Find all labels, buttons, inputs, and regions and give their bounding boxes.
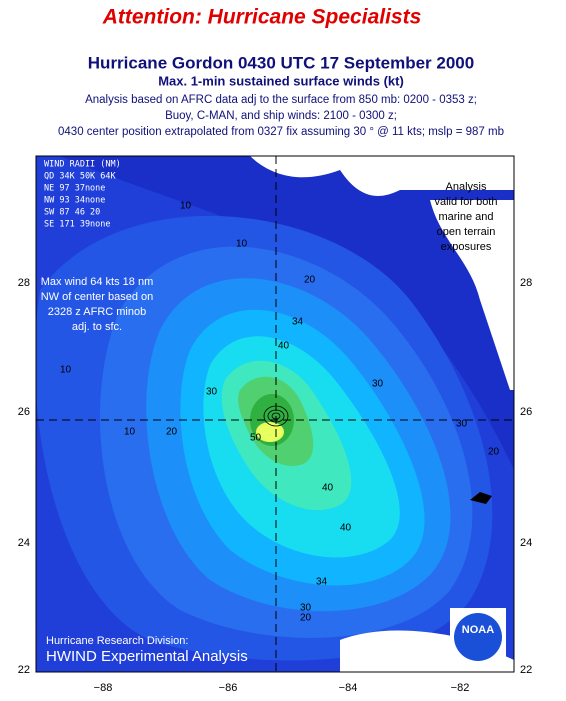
- annotation: 2328 z AFRC minob: [48, 306, 146, 318]
- contour-label: 40: [322, 483, 334, 494]
- contour-label: 10: [180, 201, 192, 212]
- radii-row: NE 97 37none: [44, 184, 105, 194]
- annotation: Analysis: [446, 181, 487, 193]
- contour-label: 30: [456, 419, 468, 430]
- lat-tick-label: 24: [520, 537, 532, 549]
- lon-tick-label: −82: [451, 682, 470, 694]
- lat-tick-label: 26: [520, 406, 532, 418]
- lat-tick-label: 28: [18, 277, 30, 289]
- annotation: exposures: [441, 241, 492, 253]
- lat-tick-label: 26: [18, 406, 30, 418]
- contour-label: 50: [250, 433, 262, 444]
- contour-label: 10: [236, 239, 248, 250]
- lat-tick-label: 22: [18, 664, 30, 676]
- axes: −88 −86 −84 −82 22 24 26 28 22 24 26 28: [18, 277, 533, 694]
- radii-row: SW 87 46 20: [44, 208, 100, 218]
- lat-tick-label: 24: [18, 537, 30, 549]
- annotation: NW of center based on: [41, 291, 154, 303]
- radii-row: NW 93 34none: [44, 196, 105, 206]
- lat-tick-label: 22: [520, 664, 532, 676]
- radii-title: WIND RADII (NM): [44, 160, 121, 170]
- contour-label: 20: [166, 427, 178, 438]
- map: NOAA: [36, 156, 514, 672]
- lat-tick-label: 28: [520, 277, 532, 289]
- product: HWIND Experimental Analysis: [46, 648, 248, 665]
- subtitle: Max. 1-min sustained surface winds (kt): [158, 73, 404, 88]
- annotation: valid for both: [435, 196, 498, 208]
- annotation: marine and: [438, 211, 493, 223]
- contour-label: 40: [340, 523, 352, 534]
- contour-label: 30: [206, 387, 218, 398]
- annotation: adj. to sfc.: [72, 321, 122, 333]
- lon-tick-label: −86: [219, 682, 238, 694]
- contour-label: 30: [372, 379, 384, 390]
- info-line: Analysis based on AFRC data adj to the s…: [85, 94, 477, 106]
- radii-row: SE 171 39none: [44, 220, 111, 230]
- attention: Attention: Hurricane Specialists: [102, 6, 422, 29]
- contour-label: 20: [304, 275, 316, 286]
- contour-label: 20: [300, 613, 312, 624]
- lon-tick-label: −88: [94, 682, 113, 694]
- division: Hurricane Research Division:: [46, 635, 188, 647]
- info-line: Buoy, C-MAN, and ship winds: 2100 - 0300…: [165, 110, 397, 122]
- lon-tick-label: −84: [339, 682, 358, 694]
- wind-radii: WIND RADII (NM) QD 34K 50K 64K NE 97 37n…: [44, 160, 121, 230]
- contour-label: 30: [300, 603, 312, 614]
- radii-header: QD 34K 50K 64K: [44, 172, 117, 182]
- map-frame: [35, 155, 515, 673]
- contour-labels: 10 10 10 10 20 20 20 20 30 30 30 30 34 3…: [60, 201, 500, 624]
- annotation: open terrain: [437, 226, 496, 238]
- contour-label: 34: [316, 577, 328, 588]
- logo: NOAA: [462, 624, 494, 636]
- info-line: 0430 center position extrapolated from 0…: [58, 126, 504, 138]
- contour-label: 20: [488, 447, 500, 458]
- contour-label: 34: [292, 317, 304, 328]
- annotation: Max wind 64 kts 18 nm: [41, 276, 154, 288]
- contour-label: 10: [124, 427, 136, 438]
- contour-label: 10: [60, 365, 72, 376]
- contour-label: 40: [278, 341, 290, 352]
- title: Hurricane Gordon 0430 UTC 17 September 2…: [88, 53, 474, 72]
